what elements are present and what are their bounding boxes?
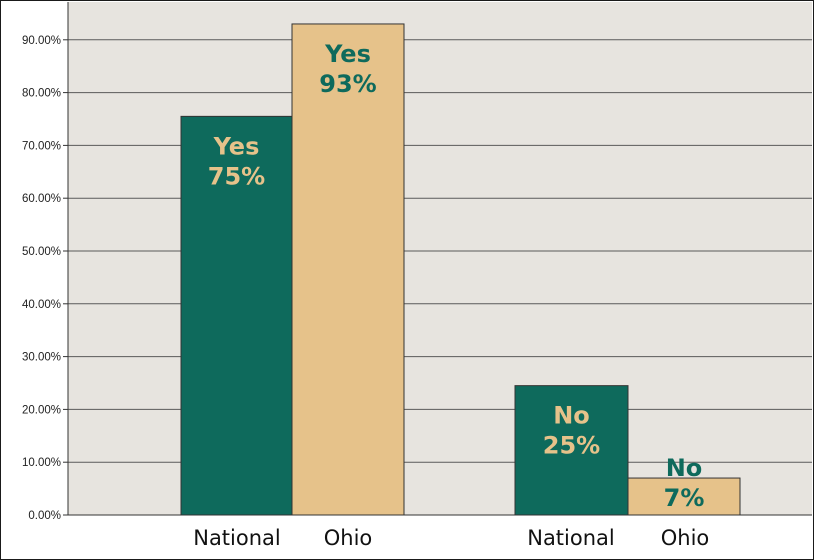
x-category-label: National — [527, 526, 615, 550]
data-label: 93% — [319, 70, 376, 98]
y-tick-label: 20.00% — [22, 404, 61, 416]
y-tick-label: 0.00% — [28, 510, 61, 522]
plot-area — [68, 2, 812, 515]
x-category-label: National — [193, 526, 281, 550]
y-tick-label: 50.00% — [22, 246, 61, 258]
bar — [627, 477, 741, 516]
data-label: Yes — [324, 40, 371, 68]
data-label: 7% — [664, 484, 705, 512]
data-label: 25% — [543, 432, 600, 460]
data-label: No — [553, 402, 590, 430]
bar — [514, 385, 629, 516]
x-category-label: Ohio — [661, 526, 710, 550]
bar — [291, 23, 405, 516]
y-tick-label: 80.00% — [22, 88, 61, 100]
y-tick-label: 60.00% — [22, 193, 61, 205]
y-tick-label: 40.00% — [22, 299, 61, 311]
y-tick-label: 10.00% — [22, 457, 61, 469]
x-category-label: Ohio — [324, 526, 373, 550]
y-tick-label: 30.00% — [22, 352, 61, 364]
y-tick-label: 90.00% — [22, 35, 61, 47]
data-label: No — [666, 454, 703, 482]
y-tick-label: 70.00% — [22, 140, 61, 152]
data-label: Yes — [213, 132, 260, 160]
data-label: 75% — [208, 162, 265, 190]
